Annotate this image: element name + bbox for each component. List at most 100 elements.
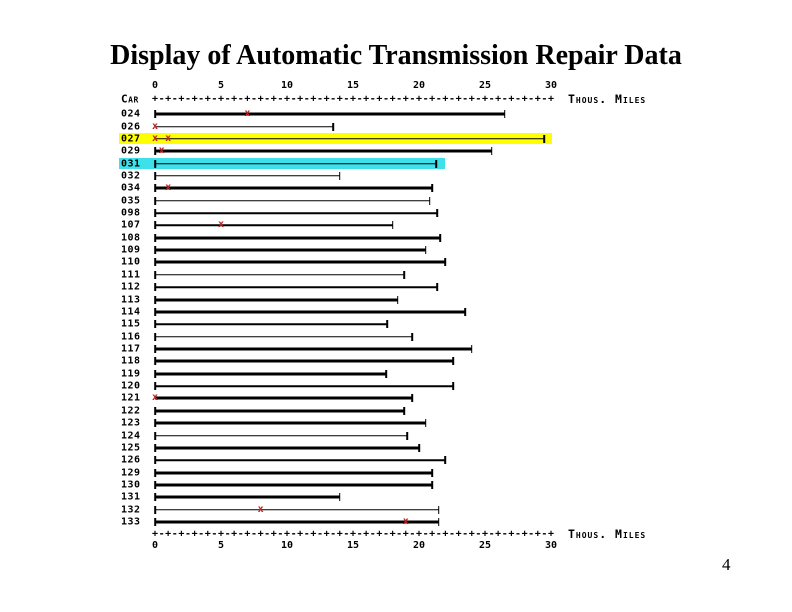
interval-end-tick [438, 505, 440, 514]
chart-row-121: 121 x [121, 392, 741, 404]
repair-interval-line [155, 125, 334, 128]
axis-plus-tick: + [297, 93, 304, 105]
car-label: 118 [121, 355, 141, 367]
axis-plus-tick: + [336, 528, 343, 540]
interval-start-tick [154, 196, 156, 205]
repair-interval-line [155, 508, 439, 511]
car-label: 116 [121, 331, 141, 343]
axis-plus-tick: + [257, 93, 264, 105]
interval-end-tick [424, 246, 427, 255]
axis-dash-tick: - [514, 93, 522, 105]
axis-dash-tick: - [369, 528, 376, 540]
x-axis-unit-label-bottom: Thous. Miles [568, 527, 647, 541]
axis-plus-tick: + [481, 93, 489, 105]
chart-row-133: 133 x [121, 516, 741, 528]
interval-end-tick [438, 518, 440, 527]
chart-row-032: 032 [121, 170, 741, 182]
repair-interval-line [155, 396, 413, 400]
chart-row-034: 034 x [121, 182, 741, 194]
axis-plus-tick: + [455, 528, 462, 540]
axis-dash-tick: - [422, 528, 429, 540]
axis-dash-tick: - [435, 93, 442, 105]
interval-start-tick [154, 345, 156, 353]
axis-plus-tick: + [468, 528, 475, 540]
repair-x-marker: x [158, 145, 165, 157]
interval-start-tick [154, 171, 156, 180]
chart-row-109: 109 [121, 244, 741, 256]
axis-dash-tick: - [184, 93, 192, 105]
axis-dash-tick: - [224, 528, 231, 540]
axis-dash-tick: - [303, 93, 310, 105]
axis-plus-tick: + [231, 93, 238, 105]
axis-tick-label: 30 [544, 80, 558, 91]
chart-row-130: 130 [121, 479, 741, 491]
interval-start-tick [154, 110, 156, 119]
axis-plus-tick: + [429, 93, 436, 105]
interval-end-tick [435, 159, 437, 168]
repair-interval-line [155, 347, 472, 351]
axis-dash-tick: - [475, 93, 482, 105]
axis-dash-tick: - [211, 528, 218, 540]
interval-start-tick [154, 221, 156, 230]
repair-interval-line [155, 335, 413, 338]
axis-plus-tick: + [508, 93, 515, 105]
axis-dash-tick: - [343, 93, 350, 105]
car-label: 110 [121, 256, 141, 268]
repair-interval-line [155, 175, 340, 177]
axis-dash-tick: - [501, 528, 508, 540]
axis-dash-tick: - [303, 528, 310, 540]
axis-plus-tick: + [521, 93, 528, 105]
interval-end-tick [436, 283, 439, 292]
axis-plus-tick: + [389, 93, 396, 105]
axis-dash-tick: - [541, 93, 548, 105]
axis-plus-tick: + [283, 93, 291, 105]
axis-dash-tick: - [475, 528, 482, 540]
axis-dash-tick: - [382, 528, 390, 540]
repair-interval-line [155, 286, 438, 288]
repair-interval-line [155, 459, 446, 461]
axis-plus-tick: + [231, 528, 238, 540]
interval-end-tick [471, 345, 473, 353]
car-label: 115 [121, 318, 141, 330]
chart-row-031: 031 [119, 157, 741, 170]
axis-plus-tick: + [165, 528, 172, 540]
interval-end-tick [439, 233, 441, 242]
axis-dash-tick: - [369, 93, 376, 105]
axis-dash-tick: - [277, 93, 284, 105]
axis-dash-tick: - [224, 93, 231, 105]
interval-start-tick [154, 468, 156, 477]
repair-interval-line [155, 495, 340, 499]
interval-start-tick [154, 505, 156, 514]
repair-interval-line [155, 212, 438, 214]
axis-plus-tick: + [191, 528, 198, 540]
axis-plus-tick: + [376, 93, 383, 105]
car-label: 117 [121, 343, 141, 355]
car-label: 112 [121, 281, 141, 293]
axis-dash-tick: - [462, 93, 469, 105]
car-label: 109 [121, 244, 141, 256]
axis-plus-tick: + [415, 93, 423, 105]
interval-end-tick [386, 320, 389, 329]
repair-x-marker: x [151, 120, 159, 132]
interval-start-tick [154, 147, 156, 156]
car-label: 114 [121, 306, 141, 318]
page-number: 4 [722, 555, 731, 574]
axis-dash-tick: - [448, 528, 456, 540]
interval-start-tick [154, 419, 156, 428]
axis-dash-tick: - [343, 528, 350, 540]
axis-plus-tick: + [178, 93, 185, 105]
repair-interval-line [155, 138, 545, 140]
axis-dash-tick: - [422, 93, 429, 105]
axis-dash-tick: - [316, 528, 324, 540]
repair-interval-line [155, 434, 408, 437]
chart-row-107: 107 x [121, 219, 741, 231]
chart-row-111: 111 [121, 269, 741, 281]
interval-end-tick [339, 493, 341, 502]
interval-end-tick [431, 468, 433, 477]
car-label: 122 [121, 405, 141, 417]
interval-end-tick [504, 110, 506, 119]
axis-tick-label: 10 [280, 540, 294, 551]
page-title: Display of Automatic Transmission Repair… [110, 40, 682, 71]
chart-row-024: 024 x [121, 108, 741, 120]
repair-x-marker: x [165, 182, 172, 194]
